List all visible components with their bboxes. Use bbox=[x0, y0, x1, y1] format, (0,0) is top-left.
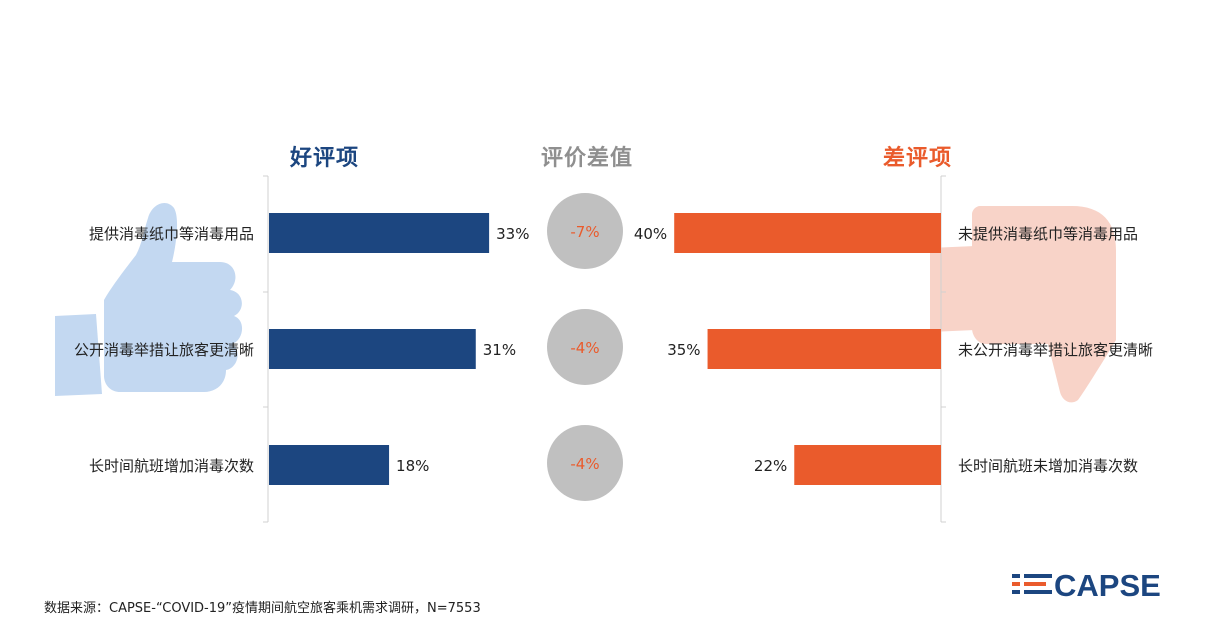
good-bar bbox=[269, 213, 490, 253]
bad-category-label: 长时间航班未增加消毒次数 bbox=[958, 457, 1138, 475]
bad-value-label: 40% bbox=[634, 225, 667, 243]
good-value-label: 18% bbox=[396, 457, 429, 475]
good-category-label: 提供消毒纸巾等消毒用品 bbox=[89, 225, 254, 243]
bad-bar bbox=[707, 329, 941, 369]
difference-label: -7% bbox=[570, 223, 599, 241]
good-bar bbox=[269, 329, 476, 369]
logo-text: CAPSE bbox=[1054, 568, 1161, 603]
good-items-header: 好评项 bbox=[290, 146, 360, 171]
good-value-label: 33% bbox=[496, 225, 529, 243]
bad-value-label: 35% bbox=[667, 341, 700, 359]
difference-circle bbox=[547, 425, 623, 501]
source-note: 数据来源：CAPSE-“COVID-19”疫情期间航空旅客乘机需求调研，N=75… bbox=[44, 601, 481, 616]
bad-value-label: 22% bbox=[754, 457, 787, 475]
bad-bar bbox=[674, 213, 941, 253]
difference-circle bbox=[547, 309, 623, 385]
capse-logo: CAPSE bbox=[1010, 568, 1180, 604]
bad-category-label: 未提供消毒纸巾等消毒用品 bbox=[958, 225, 1138, 243]
difference-label: -4% bbox=[570, 455, 599, 473]
bad-bar bbox=[794, 445, 941, 485]
difference-label: -4% bbox=[570, 339, 599, 357]
good-value-label: 31% bbox=[483, 341, 516, 359]
difference-circle bbox=[547, 193, 623, 269]
difference-header: 评价差值 bbox=[541, 146, 634, 171]
capse-logo-icon bbox=[1012, 574, 1052, 594]
good-category-label: 长时间航班增加消毒次数 bbox=[89, 457, 254, 475]
good-category-label: 公开消毒举措让旅客更清晰 bbox=[74, 341, 254, 359]
thumbs-up-icon bbox=[55, 203, 243, 396]
bad-category-label: 未公开消毒举措让旅客更清晰 bbox=[958, 341, 1153, 359]
good-bar bbox=[269, 445, 390, 485]
bad-items-header: 差评项 bbox=[883, 146, 953, 171]
